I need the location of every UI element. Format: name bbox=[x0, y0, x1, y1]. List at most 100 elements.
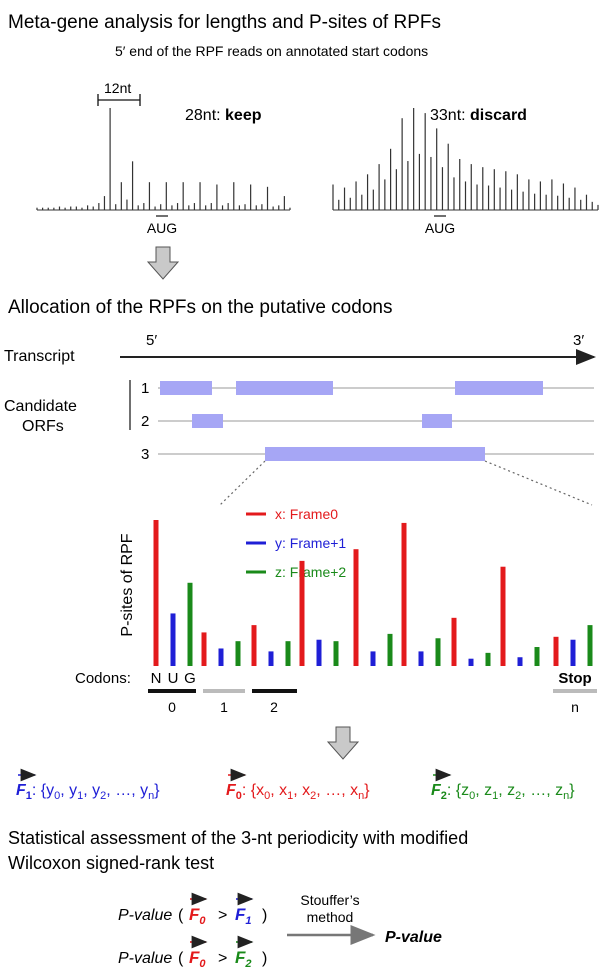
pvalue-2-label: P-value bbox=[118, 950, 172, 967]
section3-title-line1: Statistical assessment of the 3-nt perio… bbox=[8, 828, 468, 848]
pvalue-1-f0: F0 bbox=[189, 905, 206, 927]
psite-bar-5-frame2 bbox=[435, 638, 441, 666]
codon-n-underline bbox=[553, 689, 597, 693]
pvalue-2-gt: > bbox=[218, 950, 227, 967]
codon-index-2: 2 bbox=[270, 699, 278, 715]
psite-bar-2-frame0 bbox=[251, 625, 257, 666]
psite-bar-1-frame0 bbox=[201, 632, 207, 666]
legend-label-2: z: Frame+2 bbox=[275, 564, 346, 580]
section2-title: Allocation of the RPFs on the putative c… bbox=[8, 297, 392, 318]
start-letter-n: N bbox=[151, 670, 162, 687]
psite-bar-3-frame0 bbox=[299, 560, 305, 666]
pvalue-1-close-paren: ) bbox=[262, 907, 267, 924]
psite-bar-0-frame2 bbox=[187, 582, 193, 666]
orf-bars bbox=[160, 381, 543, 461]
left-aug-label: AUG bbox=[147, 220, 177, 236]
vector-f1: F1: {y0, y1, y2, …, yn} bbox=[16, 768, 160, 802]
vector-f1-text: F1: {y0, y1, y2, …, yn} bbox=[16, 782, 160, 802]
legend-label-1: y: Frame+1 bbox=[275, 535, 346, 551]
stouffer-label-line1: Stouffer’s bbox=[300, 892, 359, 908]
orf2-bar-2 bbox=[422, 414, 452, 428]
pvalue-row-2: P-value ( F0 > F2 ) bbox=[118, 935, 267, 970]
psite-bar-7-frame2 bbox=[534, 647, 540, 666]
vector-f2-text: F2: {z0, z1, z2, …, zn} bbox=[431, 782, 575, 802]
zoom-line-right bbox=[484, 460, 593, 506]
final-pvalue: P-value bbox=[385, 929, 442, 946]
psite-bar-4-frame0 bbox=[353, 549, 359, 666]
psite-legend: x: Frame0 y: Frame+1 z: Frame+2 bbox=[246, 506, 346, 580]
psite-bar-1-frame2 bbox=[235, 641, 241, 666]
psite-bar-6-frame0 bbox=[451, 617, 457, 666]
pvalue-1-label: P-value bbox=[118, 907, 172, 924]
pvalue-2-close-paren: ) bbox=[262, 950, 267, 967]
orf-number-1: 1 bbox=[141, 380, 149, 397]
pvalue-2-f2: F2 bbox=[235, 948, 252, 970]
pvalue-2-open-paren: ( bbox=[178, 950, 184, 967]
psite-bar-2-frame2 bbox=[285, 641, 291, 666]
psite-bar-4-frame2 bbox=[387, 633, 393, 666]
codon-2-underline bbox=[252, 689, 297, 693]
scale-label: 12nt bbox=[104, 80, 131, 96]
left-plot-label: 28nt: keep bbox=[185, 107, 262, 124]
psite-bar-5-frame1 bbox=[418, 651, 424, 666]
start-letter-g: G bbox=[184, 670, 196, 687]
psite-bar-8-frame0 bbox=[553, 636, 559, 666]
codons-label: Codons: bbox=[75, 670, 131, 687]
codon-index-1: 1 bbox=[220, 699, 228, 715]
psite-bar-8-frame1 bbox=[570, 639, 576, 666]
psite-bar-3-frame1 bbox=[316, 639, 322, 666]
psite-bar-4-frame1 bbox=[370, 651, 376, 666]
orf-number-2: 2 bbox=[141, 413, 149, 430]
section3-title-line2: Wilcoxon signed-rank test bbox=[8, 853, 214, 873]
zoom-line-left bbox=[219, 460, 266, 506]
psite-ylabel: P-sites of RPF bbox=[119, 533, 136, 636]
psite-bar-6-frame2 bbox=[485, 652, 491, 666]
pvalue-row-1: P-value ( F0 > F1 ) bbox=[118, 892, 267, 927]
three-prime-label: 3′ bbox=[573, 332, 584, 349]
vector-f2: F2: {z0, z1, z2, …, zn} bbox=[431, 768, 575, 802]
right-plot-label: 33nt: discard bbox=[430, 107, 527, 124]
orf3-bar bbox=[265, 447, 485, 461]
psite-bar-7-frame1 bbox=[517, 657, 523, 666]
pvalue-1-open-paren: ( bbox=[178, 907, 184, 924]
psite-bar-1-frame1 bbox=[218, 648, 224, 666]
pvalue-2-f0: F0 bbox=[189, 948, 206, 970]
codon-index-n: n bbox=[571, 699, 579, 715]
right-aug-label: AUG bbox=[425, 220, 455, 236]
right-metagene-plot bbox=[332, 108, 599, 211]
psite-bar-2-frame1 bbox=[268, 651, 274, 666]
transcript-label: Transcript bbox=[4, 348, 75, 365]
section1-title: Meta-gene analysis for lengths and P-sit… bbox=[8, 12, 441, 33]
codon-index-0: 0 bbox=[168, 699, 176, 715]
orf1-bar-1 bbox=[160, 381, 212, 395]
pvalue-1-gt: > bbox=[218, 907, 227, 924]
codon-0-underline bbox=[148, 689, 196, 693]
codon-1-underline bbox=[203, 689, 245, 693]
stouffer-label-line2: method bbox=[307, 909, 354, 925]
vector-f0: F0: {x0, x1, x2, …, xn} bbox=[226, 768, 370, 802]
stop-label: Stop bbox=[558, 670, 591, 687]
candidate-label: Candidate bbox=[4, 398, 77, 415]
start-letter-u: U bbox=[168, 670, 179, 687]
orf1-bar-3 bbox=[455, 381, 543, 395]
psite-bar-5-frame0 bbox=[401, 522, 407, 666]
psite-bars bbox=[153, 520, 593, 666]
psite-bar-3-frame2 bbox=[333, 641, 339, 666]
section1-subtitle: 5′ end of the RPF reads on annotated sta… bbox=[115, 43, 428, 59]
orf-number-3: 3 bbox=[141, 446, 149, 463]
legend-label-0: x: Frame0 bbox=[275, 506, 338, 522]
orf1-bar-2 bbox=[236, 381, 333, 395]
psite-bar-0-frame0 bbox=[153, 520, 159, 666]
psite-bar-0-frame1 bbox=[170, 613, 176, 666]
pvalue-1-f1: F1 bbox=[235, 905, 252, 927]
psite-bar-8-frame2 bbox=[587, 625, 593, 666]
psite-bar-7-frame0 bbox=[500, 566, 506, 666]
orfs-label: ORFs bbox=[22, 418, 64, 435]
vector-f0-text: F0: {x0, x1, x2, …, xn} bbox=[226, 782, 370, 802]
psite-bar-6-frame1 bbox=[468, 658, 474, 666]
down-arrow-1-icon bbox=[146, 246, 180, 280]
down-arrow-2-icon bbox=[326, 726, 360, 760]
five-prime-label: 5′ bbox=[146, 332, 157, 349]
left-metagene-plot bbox=[36, 108, 291, 211]
